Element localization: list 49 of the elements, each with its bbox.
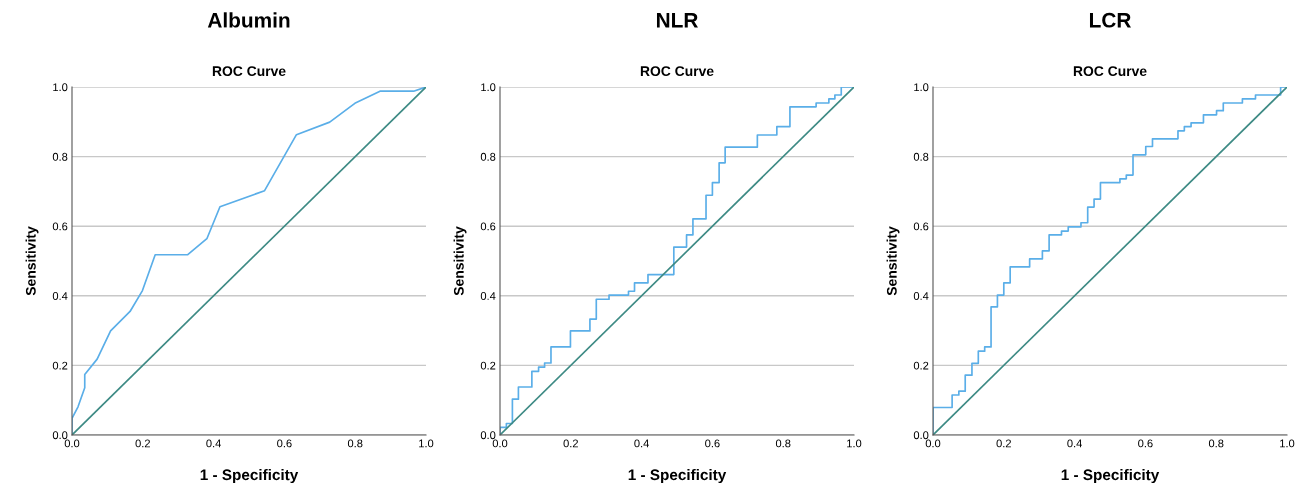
line-series (72, 87, 426, 435)
y-tick-label: 0.2 (52, 361, 68, 370)
x-tick-label: 0.2 (996, 439, 1011, 448)
y-tick-label: 0.4 (52, 292, 68, 300)
y-tick-label: 0.8 (913, 152, 929, 161)
chart-title: LCR (1089, 12, 1131, 28)
x-tick-label: 1.0 (847, 439, 862, 448)
y-tick-label: 0.2 (480, 361, 496, 370)
x-tick-label: 0.4 (634, 439, 649, 448)
x-axis-title: 1 - Specificity (1061, 468, 1160, 483)
y-tick-label: 0.8 (52, 152, 68, 161)
chart-title: Albumin (207, 12, 290, 28)
y-tick-label: 0.4 (480, 292, 496, 300)
y-tick-label: 1.0 (53, 83, 68, 92)
x-tick-label: 0.6 (277, 439, 292, 448)
y-tick-label: 1.0 (914, 83, 929, 92)
x-tick-label: 1.0 (1280, 439, 1295, 448)
y-tick-label: 0.2 (913, 361, 929, 370)
chart-subtitle: ROC Curve (212, 66, 286, 77)
y-tick-label: 0.8 (480, 152, 496, 161)
x-tick-label: 0.8 (775, 439, 791, 448)
x-tick-label: 0.4 (206, 439, 221, 448)
x-tick-label: 0.6 (705, 439, 720, 448)
x-tick-label: 0.4 (1067, 439, 1082, 448)
y-axis-title: Sensitivity (886, 226, 900, 296)
chart-title: NLR (656, 13, 698, 28)
x-tick-label: 1.0 (419, 439, 434, 448)
y-tick-label: 0.6 (913, 222, 929, 231)
x-tick-label: 0.0 (64, 439, 80, 448)
x-tick-label: 0.0 (925, 439, 941, 448)
x-axis-title: 1 - Specificity (200, 468, 299, 483)
x-axis-title: 1 - Specificity (628, 468, 727, 483)
x-tick-label: 0.2 (135, 439, 150, 448)
y-tick-label: 0.4 (913, 292, 929, 300)
y-axis-title: Sensitivity (453, 226, 467, 296)
y-axis-title: Sensitivity (25, 226, 39, 296)
chart-subtitle: ROC Curve (1073, 66, 1147, 77)
x-tick-label: 0.0 (492, 439, 508, 448)
y-tick-label: 1.0 (481, 83, 496, 92)
y-tick-label: 0.0 (913, 431, 929, 440)
x-tick-label: 0.8 (347, 439, 363, 448)
chart-subtitle: ROC Curve (640, 66, 714, 77)
y-tick-label: 0.0 (52, 431, 68, 440)
y-tick-label: 0.6 (480, 222, 496, 231)
y-tick-label: 0.0 (480, 431, 496, 440)
x-tick-label: 0.8 (1208, 439, 1224, 448)
y-tick-label: 0.6 (52, 222, 68, 231)
x-tick-label: 0.2 (563, 439, 578, 448)
x-tick-label: 0.6 (1138, 439, 1153, 448)
